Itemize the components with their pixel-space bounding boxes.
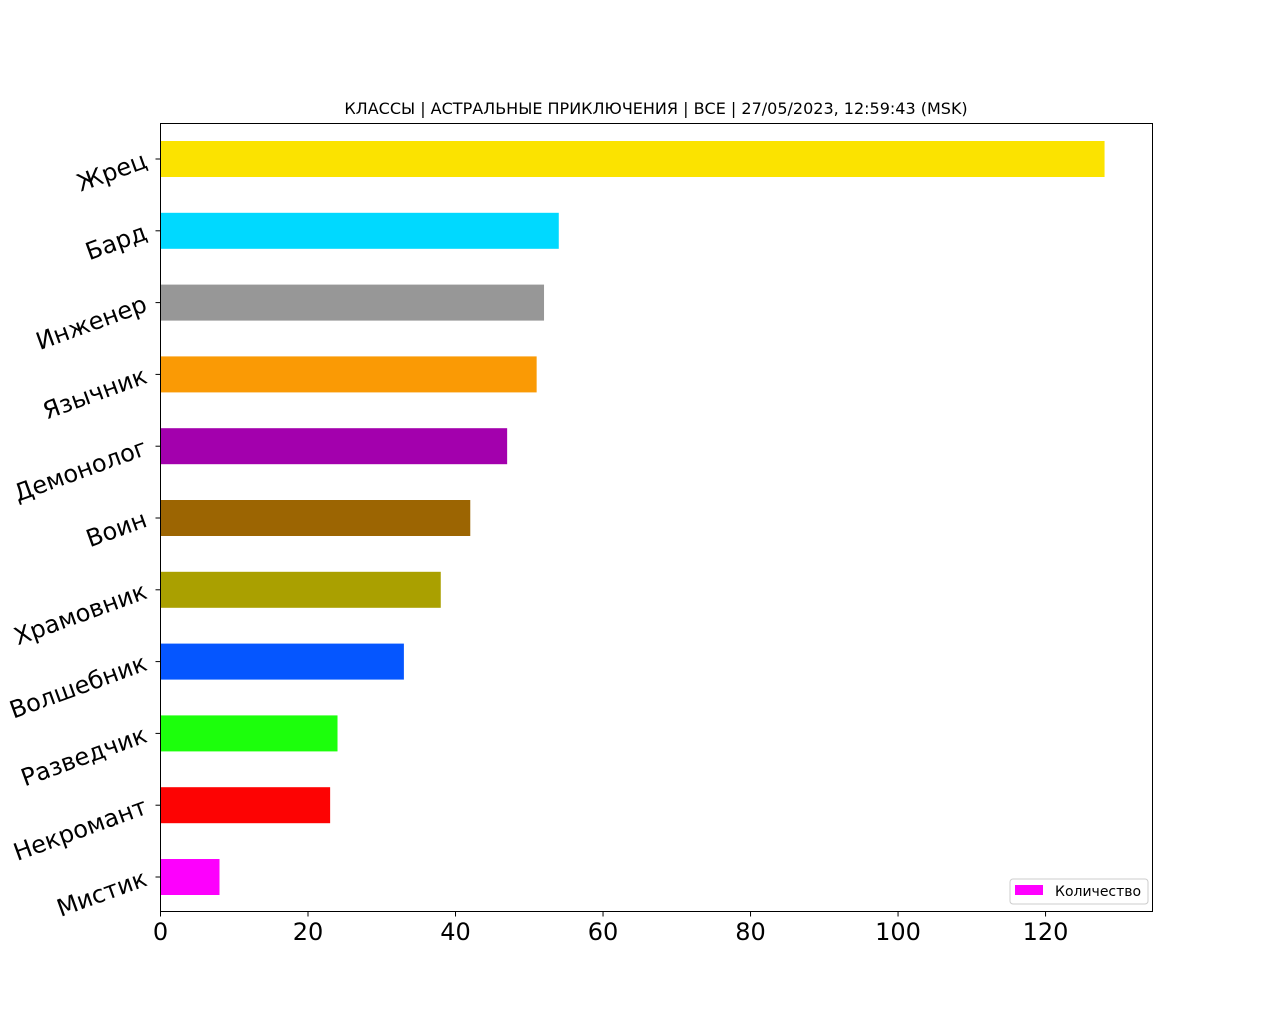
bar [160, 500, 471, 536]
y-tick-label: Воин [82, 505, 150, 553]
y-tick-label: Разведчик [17, 721, 150, 792]
x-tick-label: 60 [588, 918, 619, 946]
bar [160, 859, 220, 895]
chart-title: КЛАССЫ | АСТРАЛЬНЫЕ ПРИКЛЮЧЕНИЯ | ВСЕ | … [344, 99, 967, 118]
plot-frame [160, 123, 1153, 912]
bar [160, 356, 537, 393]
y-tick-label: Бард [82, 218, 151, 266]
legend: Количество [1009, 878, 1149, 905]
y-tick-label: Инженер [32, 290, 150, 356]
bar [160, 643, 404, 680]
x-tick-label: 120 [1023, 918, 1069, 946]
x-tick-label: 0 [153, 918, 168, 946]
bar [160, 428, 508, 465]
bars-group [160, 141, 1105, 895]
y-tick-label: Некромант [10, 793, 151, 867]
bar [160, 715, 338, 752]
y-tick-label: Демонолог [10, 434, 150, 508]
y-tick-label: Язычник [39, 362, 150, 425]
legend-box [1009, 878, 1149, 905]
bar [160, 787, 331, 824]
y-tick-label: Жрец [73, 146, 150, 197]
y-tick-label: Мистик [53, 864, 151, 922]
bar [160, 212, 559, 249]
x-tick-label: 100 [875, 918, 921, 946]
bar [160, 284, 545, 321]
x-axis: 0 20 40 60 80 100 120 [153, 911, 1069, 946]
bar [160, 141, 1105, 177]
y-tick-label: Волшебник [6, 649, 151, 724]
x-tick-label: 40 [440, 918, 471, 946]
y-tick-label: Храмовник [10, 577, 150, 651]
legend-swatch [1015, 885, 1043, 895]
x-tick-label: 80 [735, 918, 766, 946]
x-tick-label: 20 [293, 918, 324, 946]
legend-label: Количество [1055, 884, 1141, 900]
bar [160, 571, 441, 608]
